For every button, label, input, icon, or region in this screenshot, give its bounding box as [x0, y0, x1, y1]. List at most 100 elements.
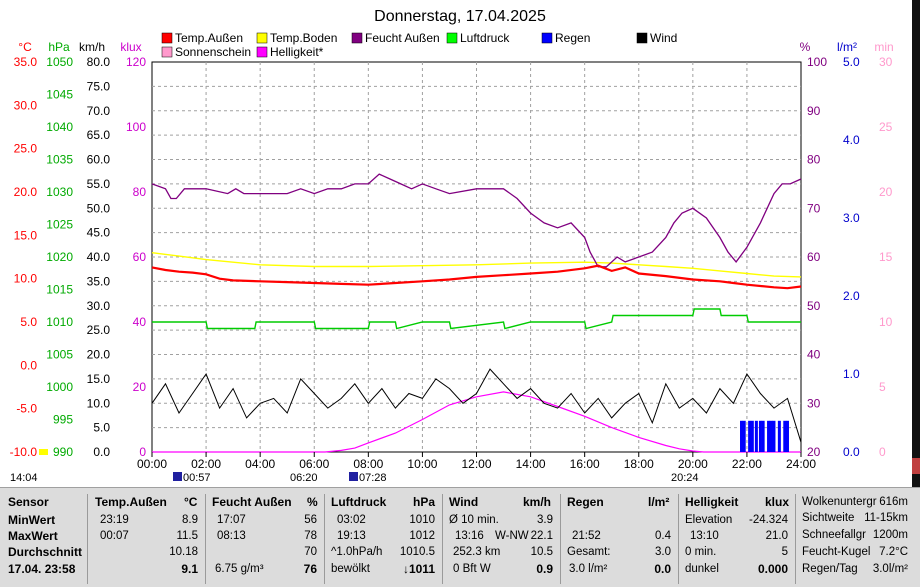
brightness-unit: klux [765, 495, 790, 509]
kmh-tick-label: 45.0 [87, 226, 111, 240]
temp-boden-line [151, 252, 802, 278]
kmh-tick-label: 15.0 [87, 372, 111, 386]
sunrise-icon [173, 472, 182, 481]
minutes-tick-label: 30 [879, 55, 893, 69]
pressure-avg-value: 1010.5 [399, 546, 435, 558]
brightness-current-value: 0.000 [757, 562, 788, 576]
brightness-avg-value: 5 [781, 546, 788, 558]
celsius-tick-label: 20.0 [14, 185, 38, 199]
pressure-max-time: 19:13 [337, 530, 366, 542]
celsius-axis-header: °C [18, 40, 32, 54]
x-tick-label: 24:00 [786, 457, 816, 471]
x-tick-label: 16:00 [570, 457, 600, 471]
separator [560, 494, 561, 584]
klux-tick-label: 20 [133, 380, 147, 394]
hpa-tick-label: 1010 [46, 315, 73, 329]
humidity-header: Feucht Außen [212, 495, 292, 509]
kmh-tick-label: 0.0 [93, 445, 110, 459]
helligkeit-line [152, 391, 801, 453]
left-time-marker-icon [39, 449, 48, 455]
hpa-tick-label: 1020 [46, 250, 73, 264]
minutes-tick-label: 5 [879, 380, 886, 394]
percent-tick-label: 60 [807, 250, 821, 264]
hpa-tick-label: 995 [53, 413, 73, 427]
hpa-tick-label: 1045 [46, 88, 73, 102]
elevation-label: Elevation [685, 514, 733, 526]
hpa-tick-label: 990 [53, 445, 73, 459]
x-tick-label: 08:00 [353, 457, 383, 471]
legend-swatch [161, 46, 173, 58]
visibility-label: Sichtweite [802, 512, 855, 524]
percent-tick-label: 90 [807, 104, 821, 118]
time-label-0620: 06:20 [290, 472, 318, 484]
minutes-tick-label: 0 [879, 445, 886, 459]
kmh-tick-label: 40.0 [87, 250, 111, 264]
absolute-humidity: 6.75 g/m³ [215, 563, 264, 575]
pressure-current-value: ↓1011 [402, 562, 435, 576]
temp-column: Temp.Außen °C 23:19 8.9 00:07 11.5 10.18… [88, 488, 204, 587]
celsius-tick-label: 10.0 [14, 272, 38, 286]
separator [795, 494, 796, 584]
regen-bar [740, 420, 744, 452]
x-tick-label: 14:00 [516, 457, 546, 471]
sensor-header: Sensor [8, 495, 49, 509]
pressure-column: Luftdruck hPa 03:02 1010 19:13 1012 ^1.0… [325, 488, 441, 587]
kmh-tick-label: 70.0 [87, 104, 111, 118]
hpa-tick-label: 1030 [46, 185, 73, 199]
wind-current-value: 0.9 [536, 562, 553, 576]
humidity-unit: % [307, 495, 318, 509]
temp-avg-value: 10.18 [169, 546, 198, 558]
rain-sum: 3.0 l/m² [569, 563, 608, 575]
rain-current-value: 0.0 [654, 562, 671, 576]
legend-swatch [636, 32, 648, 44]
legend-swatch [541, 32, 553, 44]
left-time-label: 14:04 [10, 472, 38, 484]
time-label-2024: 20:24 [671, 472, 699, 484]
temp-unit: °C [184, 495, 198, 509]
hpa-tick-label: 1005 [46, 348, 73, 362]
lm2-tick-label: 5.0 [843, 55, 860, 69]
wind-beaufort: 0 Bft W [453, 563, 491, 575]
x-tick-label: 12:00 [461, 457, 491, 471]
regen-bar [777, 420, 781, 452]
minwert-label: MinWert [8, 513, 56, 527]
hpa-axis-header: hPa [48, 40, 70, 54]
feucht-aussen-line [151, 173, 802, 268]
legend-swatch [161, 32, 173, 44]
time-label-0057: 00:57 [183, 472, 211, 484]
lm2-axis-header: l/m² [837, 40, 857, 54]
wind-max-direction: W-NW [495, 530, 529, 542]
lm2-tick-label: 2.0 [843, 289, 860, 303]
kmh-tick-label: 35.0 [87, 274, 111, 288]
kmh-tick-label: 55.0 [87, 177, 111, 191]
celsius-tick-label: 0.0 [20, 358, 37, 372]
percent-tick-label: 40 [807, 348, 821, 362]
pressure-header: Luftdruck [331, 495, 387, 509]
celsius-tick-label: 30.0 [14, 98, 38, 112]
minutes-tick-label: 10 [879, 315, 893, 329]
x-tick-label: 06:00 [299, 457, 329, 471]
rain-max-value: 0.4 [655, 530, 671, 542]
legend-swatch [256, 32, 268, 44]
sensor-column: Sensor MinWert MaxWert Durchschnitt 17.0… [0, 488, 86, 587]
klux-axis-header: klux [120, 40, 141, 54]
legend-label: Helligkeit* [270, 45, 324, 59]
humidity-column: Feucht Außen % 17:07 56 08:13 78 70 6.75… [206, 488, 323, 587]
legend-label: Temp.Außen [175, 31, 243, 45]
extra-column: Wolkenuntergr 616m Sichtweite 11-15km Sc… [796, 488, 912, 587]
celsius-tick-label: 15.0 [14, 228, 38, 242]
cloud-base-label: Wolkenuntergr [802, 496, 877, 508]
wind-line [151, 368, 802, 443]
cloud-base-value: 616m [879, 496, 908, 508]
pressure-trend: ^1.0hPa/h [331, 546, 383, 558]
wind-max-value: 22.1 [530, 530, 553, 542]
percent-tick-label: 70 [807, 201, 821, 215]
hpa-tick-label: 1025 [46, 218, 73, 232]
klux-tick-label: 100 [126, 120, 146, 134]
legend-label: Wind [650, 31, 677, 45]
humidity-max-value: 78 [304, 530, 317, 542]
maxwert-label: MaxWert [8, 529, 58, 543]
x-axis: 00:00 02:00 04:00 06:00 08:00 10:00 12:00 14:00… [137, 452, 816, 471]
brightness-max-value: 21.0 [765, 530, 788, 542]
lm2-tick-label: 1.0 [843, 367, 860, 381]
